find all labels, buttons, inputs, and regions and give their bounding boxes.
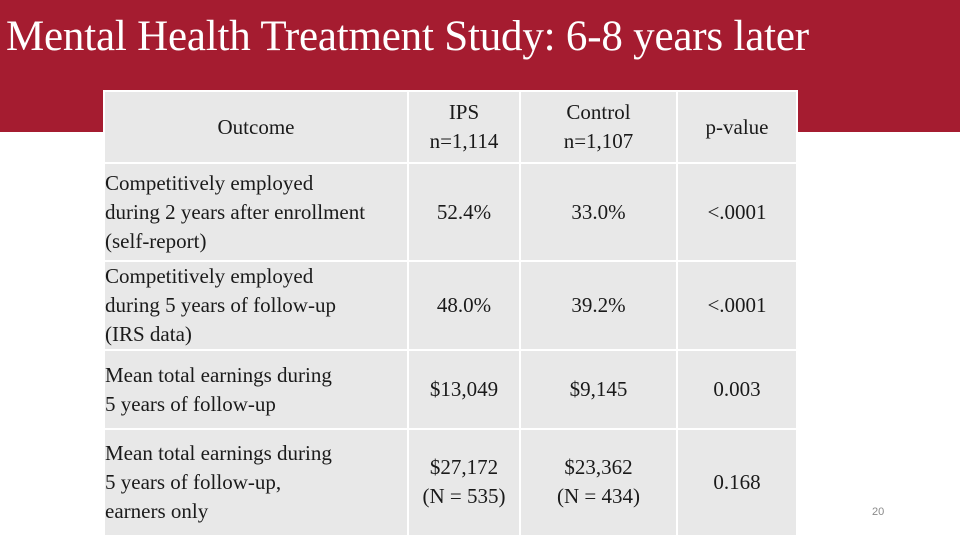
header-ips-n: n=1,114 bbox=[429, 129, 499, 153]
slide-number: 20 bbox=[872, 506, 885, 518]
outcome-cell: Mean total earnings during 5 years of fo… bbox=[103, 349, 409, 430]
outcome-line: Competitively employed bbox=[105, 170, 314, 195]
control-value: 39.2% bbox=[519, 260, 678, 352]
header-ips: IPS n=1,114 bbox=[407, 90, 521, 164]
control-value: $23,362 (N = 434) bbox=[519, 427, 678, 538]
ips-value-line: 52.4% bbox=[436, 199, 492, 224]
p-value: <.0001 bbox=[676, 260, 798, 352]
table-row: Competitively employed during 2 years af… bbox=[103, 161, 798, 263]
outcome-line: 5 years of follow-up bbox=[105, 391, 276, 416]
ips-value: 48.0% bbox=[407, 260, 521, 352]
header-control-name: Control bbox=[566, 100, 631, 124]
outcome-line: (IRS data) bbox=[105, 322, 192, 347]
header-outcome: Outcome bbox=[103, 90, 409, 164]
control-value-line: $23,362 bbox=[564, 455, 633, 480]
outcome-line: Mean total earnings during bbox=[105, 362, 332, 387]
control-value: $9,145 bbox=[519, 349, 678, 430]
ips-value-line: 48.0% bbox=[436, 293, 492, 318]
p-value: 0.003 bbox=[676, 349, 798, 430]
outcome-cell: Competitively employed during 5 years of… bbox=[103, 260, 409, 352]
ips-value-line: $13,049 bbox=[429, 377, 499, 402]
outcome-line: during 2 years after enrollment bbox=[105, 199, 366, 224]
control-value-line: 33.0% bbox=[571, 199, 626, 224]
outcome-cell: Competitively employed during 2 years af… bbox=[103, 161, 409, 263]
outcome-line: earners only bbox=[105, 498, 209, 523]
control-value-line: 39.2% bbox=[571, 293, 626, 318]
outcome-line: Mean total earnings during bbox=[105, 440, 332, 465]
control-value: 33.0% bbox=[519, 161, 678, 263]
outcome-line: Competitively employed bbox=[105, 264, 314, 289]
ips-value: $27,172 (N = 535) bbox=[407, 427, 521, 538]
header-p-value: p-value bbox=[676, 90, 798, 164]
table-header-row: Outcome IPS n=1,114 Control n=1,107 p-va… bbox=[103, 90, 798, 164]
p-value: <.0001 bbox=[676, 161, 798, 263]
table-row: Mean total earnings during 5 years of fo… bbox=[103, 427, 798, 538]
ips-value: $13,049 bbox=[407, 349, 521, 430]
ips-value-line: $27,172 bbox=[429, 455, 499, 480]
header-ips-name: IPS bbox=[448, 100, 480, 124]
ips-value: 52.4% bbox=[407, 161, 521, 263]
p-value: 0.168 bbox=[676, 427, 798, 538]
table-row: Competitively employed during 5 years of… bbox=[103, 260, 798, 352]
ips-value-line: (N = 535) bbox=[422, 484, 506, 509]
outcome-cell: Mean total earnings during 5 years of fo… bbox=[103, 427, 409, 538]
slide-title: Mental Health Treatment Study: 6-8 years… bbox=[6, 13, 809, 60]
header-control: Control n=1,107 bbox=[519, 90, 678, 164]
outcome-line: during 5 years of follow-up bbox=[105, 293, 336, 318]
results-table: Outcome IPS n=1,114 Control n=1,107 p-va… bbox=[103, 90, 798, 538]
header-control-n: n=1,107 bbox=[563, 129, 634, 153]
control-value-line: (N = 434) bbox=[557, 484, 640, 509]
control-value-line: $9,145 bbox=[569, 377, 628, 402]
table-row: Mean total earnings during 5 years of fo… bbox=[103, 349, 798, 430]
outcome-line: 5 years of follow-up, bbox=[105, 469, 282, 494]
outcome-line: (self-report) bbox=[105, 228, 207, 253]
